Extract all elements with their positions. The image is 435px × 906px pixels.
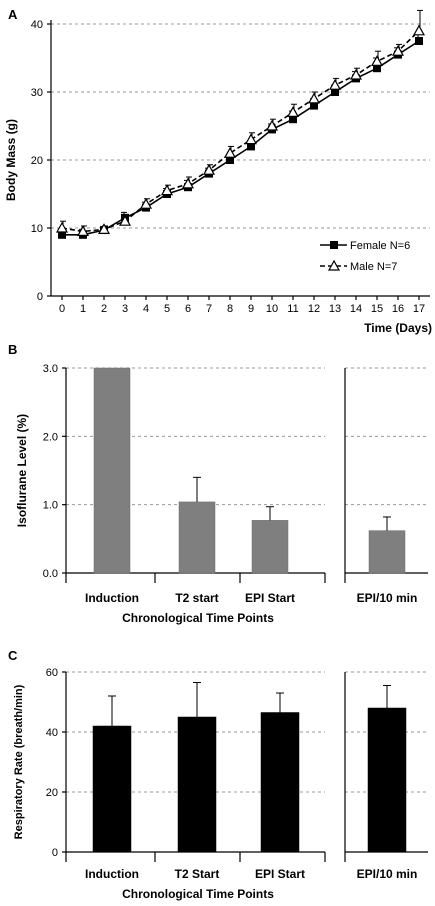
x-tick-label-a: 1: [80, 303, 86, 315]
legend-label: Male N=7: [350, 261, 397, 273]
data-point: [415, 37, 423, 45]
y-tick-label: 0: [52, 847, 58, 859]
data-point: [160, 184, 174, 196]
legend-marker: [327, 259, 341, 271]
y-tick-label: 40: [46, 727, 58, 739]
series-square: [58, 33, 423, 239]
chart-c: C 0 20 40 60 Induction T2 Start EPI Start EPI/10…: [8, 648, 428, 901]
data-point: [226, 156, 234, 164]
bar: [260, 712, 300, 853]
bar: [93, 367, 131, 574]
y-axis-title: Isoflurane Level (%): [15, 414, 29, 527]
data-point: [202, 163, 216, 175]
y-tick-label: 0.0: [43, 568, 58, 580]
data-point: [223, 146, 237, 158]
x-tick-label-a: 17: [413, 303, 425, 315]
x-tick-label-a: 2: [101, 303, 107, 315]
y-tick-label: 1.0: [43, 500, 58, 512]
category-label: EPI Start: [255, 867, 305, 881]
x-axis-title-a: Time (Days): [364, 321, 432, 335]
data-point: [76, 225, 90, 236]
legend-label: Female N=6: [350, 240, 410, 252]
x-tick-label-a: 16: [392, 303, 404, 315]
data-point: [55, 221, 69, 233]
y-tick-label-a: 10: [31, 223, 43, 235]
data-point: [181, 177, 195, 189]
category-label: Induction: [85, 591, 139, 605]
category-label: EPI/10 min: [357, 591, 418, 605]
category-label: T2 Start: [175, 867, 220, 881]
x-tick-label-a: 14: [350, 303, 362, 315]
y-tick-label: 3.0: [43, 363, 58, 375]
data-point: [412, 24, 426, 36]
x-tick-label-a: 11: [287, 303, 298, 315]
data-point: [373, 64, 381, 73]
y-tick-label-a: 40: [31, 19, 43, 31]
x-tick-label-a: 5: [164, 303, 170, 315]
chart-b: B 0.0 1.0 2.0 3.0 Induction T2 start EPI Start E…: [8, 342, 428, 625]
x-tick-label-a: 8: [227, 303, 233, 315]
bar: [368, 530, 406, 574]
panel-letter-a: A: [8, 7, 18, 22]
x-tick-label-a: 13: [329, 303, 341, 315]
y-tick-label: 20: [46, 787, 58, 799]
panel-letter-b: B: [8, 342, 17, 357]
legend-a: Female N=6 Male N=7: [320, 240, 410, 273]
series-triangle: [55, 9, 426, 236]
x-tick-label-a: 12: [308, 303, 320, 315]
data-point: [310, 101, 318, 110]
series-line: [61, 30, 420, 233]
data-point: [286, 106, 300, 118]
data-point: [328, 78, 342, 90]
y-tick-label-a: 0: [37, 291, 43, 303]
x-axis-title: Chronological Time Points: [122, 887, 274, 901]
data-point: [247, 142, 255, 151]
category-label: EPI Start: [245, 591, 295, 605]
bar: [177, 716, 217, 853]
y-tick-label: 60: [46, 667, 58, 679]
data-point: [370, 55, 384, 67]
data-point: [307, 92, 321, 104]
bar: [367, 707, 407, 853]
x-axis-title: Chronological Time Points: [122, 611, 274, 625]
category-label: T2 start: [175, 591, 218, 605]
category-label: EPI/10 min: [357, 867, 418, 881]
series-line: [62, 40, 420, 236]
x-tick-label-a: 9: [248, 303, 254, 315]
x-tick-label-a: 6: [185, 303, 191, 315]
data-point: [139, 197, 153, 209]
y-axis-title: Respiratory Rate (breath/min): [13, 684, 25, 839]
bar: [178, 501, 216, 574]
x-tick-label-a: 0: [59, 303, 65, 315]
data-point: [391, 44, 405, 56]
bar: [92, 725, 132, 853]
data-point: [331, 88, 339, 96]
y-axis-title-a: Body Mass (g): [4, 119, 18, 201]
category-label: Induction: [85, 867, 139, 881]
y-tick-label-a: 20: [31, 155, 43, 167]
data-point: [118, 214, 132, 226]
data-point: [97, 223, 111, 234]
x-tick-label-a: 3: [122, 303, 128, 315]
data-point: [244, 133, 258, 145]
legend-marker: [330, 241, 338, 249]
x-tick-label-a: 7: [206, 303, 212, 315]
data-point: [58, 230, 66, 239]
x-tick-label-a: 15: [371, 303, 383, 315]
panel-letter-c: C: [8, 648, 18, 663]
bar: [251, 520, 289, 574]
x-tick-label-a: 10: [266, 303, 278, 315]
x-tick-label-a: 4: [143, 303, 149, 315]
y-tick-label-a: 30: [31, 87, 43, 99]
y-tick-label: 2.0: [43, 431, 58, 443]
data-point: [289, 115, 297, 124]
data-point: [349, 68, 363, 80]
data-point: [265, 119, 279, 131]
